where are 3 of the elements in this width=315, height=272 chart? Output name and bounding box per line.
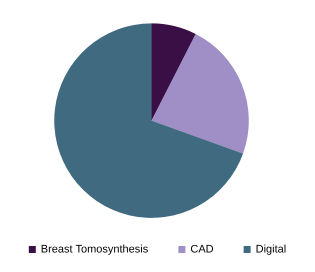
legend-label: Breast Tomosynthesis	[40, 244, 149, 256]
legend-label: Digital	[256, 244, 286, 256]
legend-label: CAD	[190, 244, 214, 256]
